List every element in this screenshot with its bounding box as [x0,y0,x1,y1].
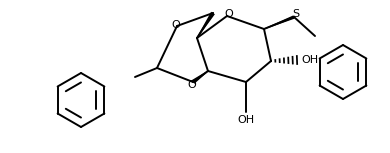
Text: O: O [188,80,197,90]
Polygon shape [191,71,208,84]
Text: O: O [225,9,233,19]
Text: S: S [292,9,300,19]
Polygon shape [197,12,215,38]
Text: OH: OH [238,115,255,125]
Text: O: O [172,20,181,30]
Text: OH: OH [301,55,319,65]
Polygon shape [264,15,295,30]
